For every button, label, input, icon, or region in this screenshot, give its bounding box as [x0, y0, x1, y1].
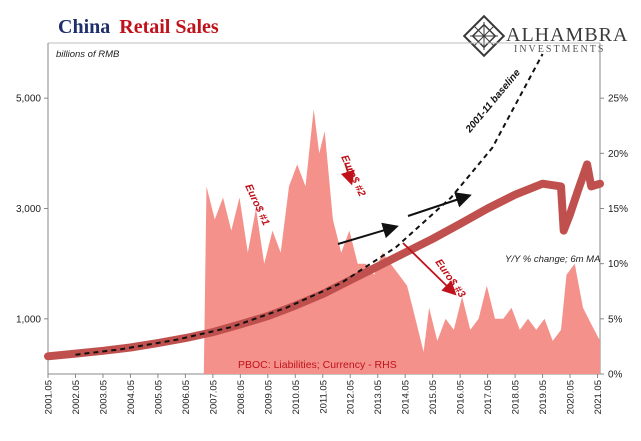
right-tick-label: 15%	[608, 204, 628, 215]
chart-title: China Retail Sales	[58, 16, 219, 38]
euro-3-arrow	[402, 242, 457, 296]
logo-name: ALHAMBRA	[506, 24, 628, 46]
right-axis-label: Y/Y % change; 6m MA	[505, 254, 600, 265]
alhambra-logo: ALHAMBRA INVESTMENTS	[462, 14, 628, 58]
left-axis-ticks: 1,000 3,000 5,000	[16, 94, 48, 325]
right-axis-ticks: 0% 5% 10% 15% 20% 25%	[600, 94, 628, 381]
euro-2-annotation: Euro$ #2	[338, 153, 368, 198]
x-tick-label: 2017.05	[483, 380, 494, 414]
x-tick-label: 2011.05	[318, 380, 329, 414]
x-tick-label: 2014.05	[401, 380, 412, 414]
title-part-1: China	[58, 16, 110, 38]
left-tick-label: 1,000	[16, 314, 41, 325]
x-tick-label: 2012.05	[346, 380, 357, 414]
left-axis-label: billions of RMB	[56, 49, 120, 60]
pboc-currency-area	[203, 109, 600, 374]
logo-subtitle: INVESTMENTS	[514, 44, 605, 55]
x-tick-label: 2018.05	[511, 380, 522, 414]
x-tick-label: 2019.05	[538, 380, 549, 414]
x-tick-label: 2003.05	[98, 380, 109, 414]
x-tick-label: 2008.05	[236, 380, 247, 414]
trend-arrow-2	[407, 192, 472, 217]
x-tick-label: 2009.05	[263, 380, 274, 414]
x-tick-label: 2002.05	[71, 380, 82, 414]
x-tick-label: 2016.05	[456, 380, 467, 414]
x-tick-label: 2006.05	[181, 380, 192, 414]
x-tick-label: 2007.05	[208, 380, 219, 414]
right-tick-label: 5%	[608, 314, 623, 325]
left-tick-label: 3,000	[16, 204, 41, 215]
pboc-series-label: PBOC: Liabilities; Currency - RHS	[238, 359, 397, 371]
euro-3-annotation: Euro$ #3	[433, 257, 468, 300]
baseline-2001-11-dashed-line	[75, 53, 544, 356]
x-tick-label: 2013.05	[373, 380, 384, 414]
x-tick-label: 2021.05	[593, 380, 604, 414]
x-axis-ticks: 2001.05 2002.05 2003.05 2004.05 2005.05 2006.…	[44, 374, 604, 414]
right-tick-label: 20%	[608, 149, 628, 160]
title-part-2: Retail Sales	[119, 16, 219, 38]
trend-arrow-1	[337, 222, 399, 245]
retail-sales-line	[44, 160, 604, 361]
x-tick-label: 2005.05	[153, 380, 164, 414]
logo-diamond-icon	[462, 14, 506, 58]
x-tick-label: 2004.05	[126, 380, 137, 414]
x-tick-label: 2020.05	[566, 380, 577, 414]
right-tick-label: 0%	[608, 370, 623, 381]
x-tick-label: 2015.05	[428, 380, 439, 414]
right-tick-label: 25%	[608, 94, 628, 105]
euro-2-arrow	[340, 162, 355, 186]
x-tick-label: 2001.05	[44, 380, 55, 414]
baseline-label: 2001-11 baseline	[463, 67, 523, 136]
x-tick-label: 2010.05	[291, 380, 302, 414]
left-tick-label: 5,000	[16, 94, 41, 105]
right-tick-label: 10%	[608, 259, 628, 270]
